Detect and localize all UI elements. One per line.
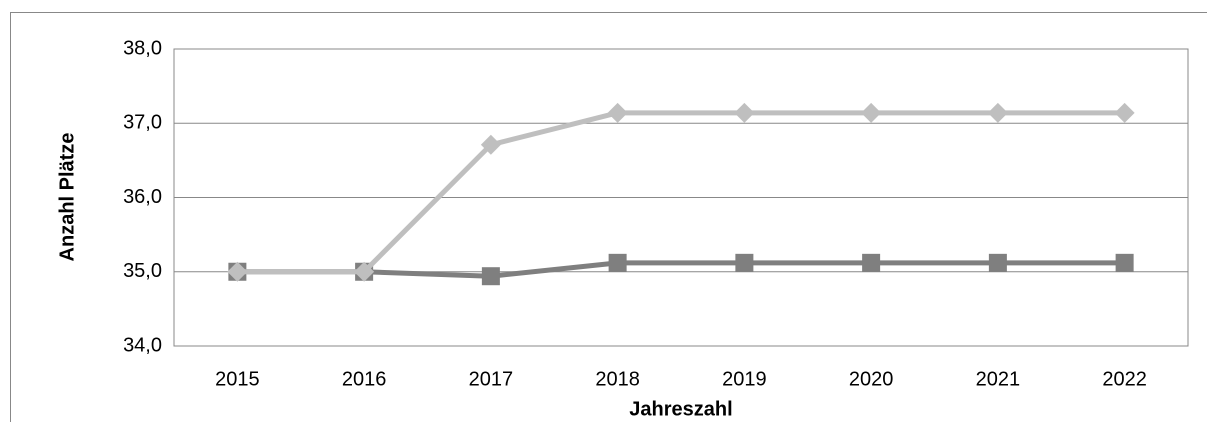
x-tick-label: 2018 [595, 368, 640, 390]
point-marker [480, 134, 501, 155]
x-tick-label: 2022 [1102, 368, 1147, 390]
point-marker [481, 267, 500, 286]
y-tick-label: 37,0 [123, 112, 162, 134]
y-tick-label: 34,0 [123, 334, 162, 356]
point-marker [734, 102, 755, 123]
point-marker [608, 253, 627, 272]
x-tick-label: 2015 [215, 368, 260, 390]
point-marker [354, 261, 375, 282]
series-line [237, 110, 1125, 275]
x-tick-label: 2017 [469, 368, 514, 390]
x-axis-title: Jahreszahl [629, 398, 732, 420]
point-marker [861, 102, 882, 123]
x-tick-label: 2016 [342, 368, 387, 390]
x-tick-label: 2021 [976, 368, 1021, 390]
y-tick-label: 38,0 [123, 37, 162, 59]
point-marker [862, 253, 881, 272]
x-tick-label: 2020 [849, 368, 894, 390]
point-marker [1115, 253, 1134, 272]
y-tick-label: 35,0 [123, 260, 162, 282]
point-marker [227, 261, 248, 282]
series-line [237, 260, 1125, 279]
point-marker [988, 253, 1007, 272]
y-axis-title: Anzahl Plätze [56, 133, 78, 262]
point-marker [987, 102, 1008, 123]
x-tick-label: 2019 [722, 368, 767, 390]
chart-frame [10, 12, 1207, 422]
point-marker [607, 102, 628, 123]
y-tick-label: 36,0 [123, 186, 162, 208]
point-marker [1114, 102, 1135, 123]
point-marker [735, 253, 754, 272]
